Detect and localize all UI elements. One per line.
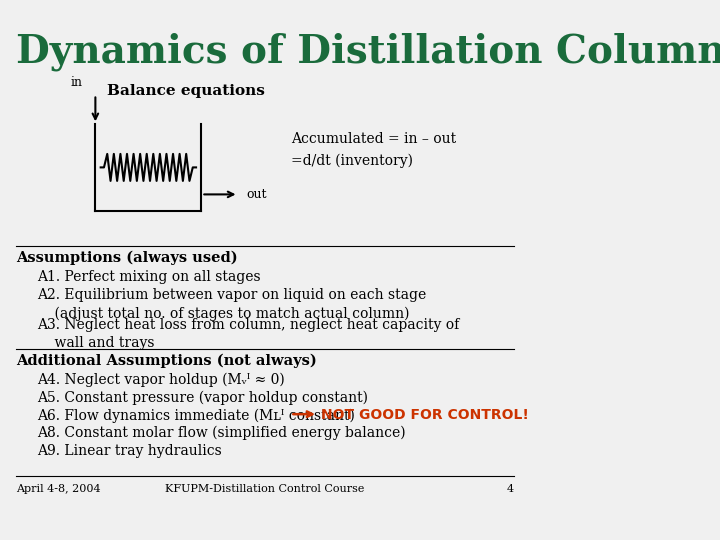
- Text: Balance equations: Balance equations: [107, 84, 264, 98]
- Text: A2. Equilibrium between vapor on liquid on each stage
    (adjust total no. of s: A2. Equilibrium between vapor on liquid …: [37, 288, 426, 321]
- Text: A4. Neglect vapor holdup (Mᵥᴵ ≈ 0): A4. Neglect vapor holdup (Mᵥᴵ ≈ 0): [37, 373, 285, 387]
- Text: A1. Perfect mixing on all stages: A1. Perfect mixing on all stages: [37, 270, 261, 284]
- Text: Dynamics of Distillation Columns: Dynamics of Distillation Columns: [16, 32, 720, 71]
- Text: out: out: [246, 188, 267, 201]
- Text: A9. Linear tray hydraulics: A9. Linear tray hydraulics: [37, 444, 222, 458]
- Text: Additional Assumptions (not always): Additional Assumptions (not always): [16, 354, 317, 368]
- Text: A3. Neglect heat loss from column, neglect heat capacity of
    wall and trays: A3. Neglect heat loss from column, negle…: [37, 318, 459, 350]
- Text: April 4-8, 2004: April 4-8, 2004: [16, 484, 101, 495]
- Text: Accumulated = in – out
=d/dt (inventory): Accumulated = in – out =d/dt (inventory): [292, 132, 456, 167]
- Text: A8. Constant molar flow (simplified energy balance): A8. Constant molar flow (simplified ener…: [37, 426, 405, 441]
- Text: NOT GOOD FOR CONTROL!: NOT GOOD FOR CONTROL!: [320, 408, 528, 422]
- Text: A6. Flow dynamics immediate (Mʟᴵ constant): A6. Flow dynamics immediate (Mʟᴵ constan…: [37, 408, 355, 423]
- Text: in: in: [71, 76, 83, 89]
- Text: KFUPM-Distillation Control Course: KFUPM-Distillation Control Course: [166, 484, 364, 495]
- Text: A5. Constant pressure (vapor holdup constant): A5. Constant pressure (vapor holdup cons…: [37, 390, 368, 405]
- Text: 4: 4: [507, 484, 514, 495]
- Text: Assumptions (always used): Assumptions (always used): [16, 251, 238, 266]
